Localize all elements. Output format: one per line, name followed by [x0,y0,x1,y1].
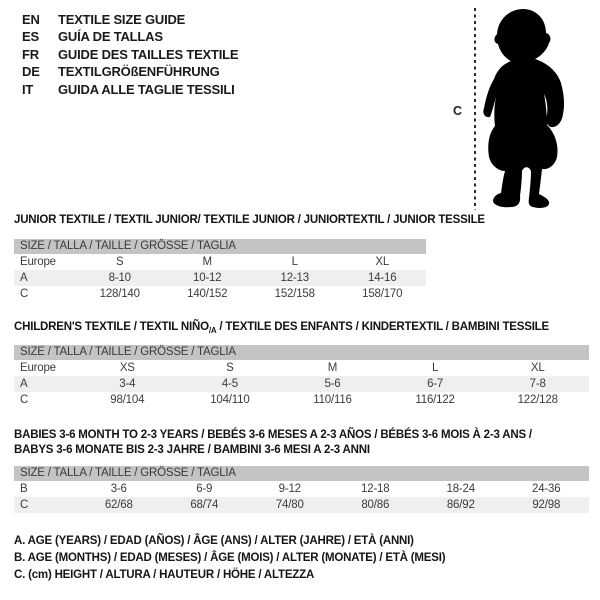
footnote-c: C. (cm) HEIGHT / ALTURA / HAUTEUR / HÖHE… [14,569,315,581]
footnote-a: A. AGE (YEARS) / EDAD (AÑOS) / ÂGE (ANS)… [14,535,414,547]
row-label: C [20,288,29,300]
table-cell: 140/152 [187,288,228,300]
table-cell: 10-12 [193,272,222,284]
table-cell: S [226,362,234,374]
table-cell: 18-24 [446,483,476,495]
legend-footnotes: A. AGE (YEARS) / EDAD (AÑOS) / ÂGE (ANS)… [14,533,446,584]
table-cell: 9-12 [278,483,301,495]
table-row-age: A 3-4 4-5 5-6 6-7 7-8 [14,376,589,392]
language-title: GUIDE DES TAILLES TEXTILE [58,46,239,62]
table-cell: XL [375,256,390,268]
table-cell: 158/170 [362,288,403,300]
toddler-silhouette-icon [483,9,565,208]
table-cell: 62/68 [104,499,133,511]
table-cell: 98/104 [110,394,145,406]
table-cell: 104/110 [210,394,250,406]
table-cell: M [327,362,338,374]
height-measure-label: C [453,104,462,118]
row-label: A [20,378,28,390]
table-cell: 7-8 [529,378,546,390]
table-cell: M [202,256,213,268]
row-label: Europe [20,256,56,268]
language-title: TEXTILE SIZE GUIDE [58,12,186,27]
table-row-height: C 98/104 104/110 110/116 116/122 122/128 [14,392,589,408]
table-cell: 128/140 [99,288,140,300]
language-row-es: ES GUÍA DE TALLAS [22,28,238,45]
row-label: B [20,483,28,495]
language-title: GUIDA ALLE TAGLIE TESSILI [58,81,235,97]
row-label: Europe [20,362,56,374]
table-cell: 122/128 [517,394,558,406]
language-row-fr: FR GUIDE DES TAILLES TEXTILE [22,46,239,63]
table-cell: 116/122 [415,394,455,406]
table-cell: 3-6 [110,483,127,495]
table-cell: 24-36 [532,483,561,495]
babies-table-title: BABIES 3-6 MONTH TO 2-3 YEARS / BEBÉS 3-… [14,428,532,458]
table-cell: 5-6 [324,378,341,390]
title-text: / TEXTILE DES ENFANTS / KINDERTEXTIL / B… [216,321,549,333]
table-cell: 110/116 [313,394,352,406]
table-row-europe: Europe XS S M L XL [14,360,589,376]
size-header-bar: SIZE / TALLA / TAILLE / GRÖSSE / TAGLIA [14,466,589,481]
table-cell: L [431,362,439,374]
junior-size-table: SIZE / TALLA / TAILLE / GRÖSSE / TAGLIA … [14,239,426,302]
language-code: DE [22,64,40,80]
table-cell: XL [530,362,545,374]
table-cell: 14-16 [368,272,397,284]
language-row-de: DE TEXTILGRÖßENFÜHRUNG [22,63,238,80]
table-cell: 68/74 [190,499,219,511]
table-cell: 80/86 [361,499,390,511]
title-subscript: /A [208,326,217,335]
language-title: GUÍA DE TALLAS [58,29,163,45]
table-cell: 6-9 [196,483,213,495]
table-cell: XS [119,362,135,374]
table-cell: 92/98 [532,499,561,511]
children-table-title: CHILDREN'S TEXTILE / TEXTIL NIÑO/A / TEX… [14,320,549,338]
language-code: ES [22,29,39,45]
language-row-en: EN TEXTILE SIZE GUIDE [22,11,238,28]
size-header-bar: SIZE / TALLA / TAILLE / GRÖSSE / TAGLIA [14,239,426,254]
row-label: C [20,394,29,406]
children-size-table: SIZE / TALLA / TAILLE / GRÖSSE / TAGLIA … [14,345,589,408]
table-row-europe: Europe S M L XL [14,254,426,270]
table-cell: 152/158 [274,288,315,300]
table-cell: S [116,256,124,268]
row-label: C [20,499,29,511]
height-measure-dashed-line [474,8,476,210]
table-row-months: B 3-6 6-9 9-12 12-18 18-24 24-36 [14,481,589,497]
table-cell: L [291,256,298,268]
size-header-bar: SIZE / TALLA / TAILLE / GRÖSSE / TAGLIA [14,345,589,360]
table-cell: 86/92 [446,499,475,511]
table-cell: 4-5 [221,378,238,390]
babies-title-line2: BABYS 3-6 MONATE BIS 2-3 JAHRE / BAMBINI… [14,444,370,456]
table-cell: 8-10 [108,272,131,284]
table-row-height: C 128/140 140/152 152/158 158/170 [14,286,426,302]
table-cell: 12-18 [361,483,390,495]
junior-table-title: JUNIOR TEXTILE / TEXTIL JUNIOR/ TEXTILE … [14,214,485,226]
table-row-age: A 8-10 10-12 12-13 14-16 [14,270,426,286]
row-label: A [20,272,28,284]
language-row-it: IT GUIDA ALLE TAGLIE TESSILI [22,81,238,98]
babies-title-line1: BABIES 3-6 MONTH TO 2-3 YEARS / BEBÉS 3-… [14,429,532,441]
language-title-list: EN TEXTILE SIZE GUIDE ES GUÍA DE TALLAS … [22,11,239,98]
language-code: FR [22,46,39,62]
table-cell: 74/80 [275,499,304,511]
title-text: CHILDREN'S TEXTILE / TEXTIL NIÑO [14,321,209,333]
table-cell: 12-13 [280,272,310,284]
language-title: TEXTILGRÖßENFÜHRUNG [58,64,220,80]
language-code: IT [22,81,34,97]
table-cell: 3-4 [119,378,136,390]
table-cell: 6-7 [427,378,444,390]
footnote-b: B. AGE (MONTHS) / EDAD (MESES) / ÂGE (MO… [14,552,446,564]
babies-size-table: SIZE / TALLA / TAILLE / GRÖSSE / TAGLIA … [14,466,589,513]
table-row-height: C 62/68 68/74 74/80 80/86 86/92 92/98 [14,497,589,513]
language-code: EN [22,12,40,27]
